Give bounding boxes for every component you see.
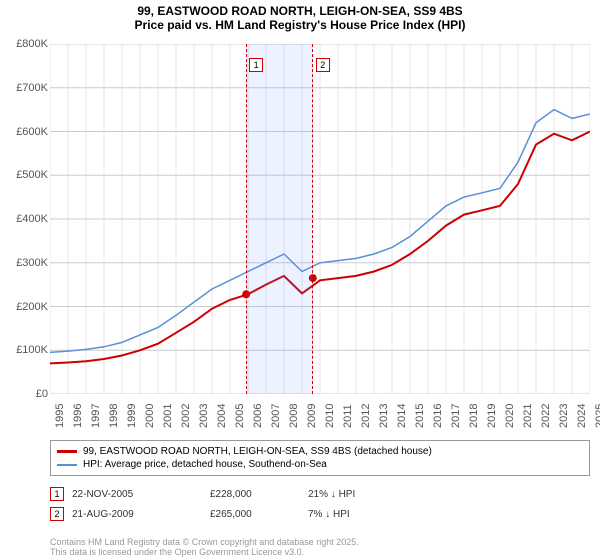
x-tick-label: 2022 bbox=[540, 404, 552, 428]
x-tick-label: 2007 bbox=[270, 404, 282, 428]
y-tick-label: £700K bbox=[0, 82, 48, 94]
event-delta: 21% ↓ HPI bbox=[308, 489, 398, 500]
x-tick-label: 2000 bbox=[144, 404, 156, 428]
x-tick-label: 2004 bbox=[216, 404, 228, 428]
highlight-band bbox=[246, 44, 313, 394]
chart-legend: 99, EASTWOOD ROAD NORTH, LEIGH-ON-SEA, S… bbox=[50, 440, 590, 476]
chart-svg bbox=[50, 44, 590, 394]
y-tick-label: £200K bbox=[0, 301, 48, 313]
title-sub: Price paid vs. HM Land Registry's House … bbox=[0, 18, 600, 32]
y-tick-label: £500K bbox=[0, 169, 48, 181]
event-date: 22-NOV-2005 bbox=[72, 489, 202, 500]
x-tick-label: 1997 bbox=[90, 404, 102, 428]
x-tick-label: 2009 bbox=[306, 404, 318, 428]
plot-marker-icon: 2 bbox=[316, 58, 330, 72]
event-marker-icon: 1 bbox=[50, 487, 64, 501]
event-marker-icon: 2 bbox=[50, 507, 64, 521]
x-tick-label: 2016 bbox=[432, 404, 444, 428]
x-tick-label: 1995 bbox=[54, 404, 66, 428]
x-tick-label: 2019 bbox=[486, 404, 498, 428]
x-tick-label: 2008 bbox=[288, 404, 300, 428]
x-tick-label: 1996 bbox=[72, 404, 84, 428]
plot-area: 12 bbox=[50, 44, 590, 394]
x-tick-label: 2011 bbox=[342, 404, 354, 428]
x-tick-label: 2025 bbox=[594, 404, 600, 428]
chart-titles: 99, EASTWOOD ROAD NORTH, LEIGH-ON-SEA, S… bbox=[0, 0, 600, 32]
legend-row: HPI: Average price, detached house, Sout… bbox=[57, 458, 583, 471]
x-tick-label: 2024 bbox=[576, 404, 588, 428]
x-tick-label: 2020 bbox=[504, 404, 516, 428]
x-tick-label: 2013 bbox=[378, 404, 390, 428]
y-tick-label: £400K bbox=[0, 213, 48, 225]
event-row: 1 22-NOV-2005 £228,000 21% ↓ HPI bbox=[50, 484, 590, 504]
legend-swatch-icon bbox=[57, 464, 77, 466]
x-tick-label: 2021 bbox=[522, 404, 534, 428]
y-tick-label: £600K bbox=[0, 126, 48, 138]
x-tick-label: 2012 bbox=[360, 404, 372, 428]
y-tick-label: £0 bbox=[0, 388, 48, 400]
footer-note: Contains HM Land Registry data © Crown c… bbox=[50, 538, 590, 558]
x-tick-label: 2010 bbox=[324, 404, 336, 428]
x-tick-label: 2002 bbox=[180, 404, 192, 428]
x-tick-label: 2015 bbox=[414, 404, 426, 428]
event-delta: 7% ↓ HPI bbox=[308, 509, 398, 520]
event-date: 21-AUG-2009 bbox=[72, 509, 202, 520]
event-row: 2 21-AUG-2009 £265,000 7% ↓ HPI bbox=[50, 504, 590, 524]
x-tick-label: 2001 bbox=[162, 404, 174, 428]
legend-swatch-icon bbox=[57, 450, 77, 453]
x-axis: 1995 1996 1997 1998 1999 2000 2001 2002 2003 2004… bbox=[50, 398, 590, 438]
event-price: £265,000 bbox=[210, 509, 300, 520]
x-tick-label: 1998 bbox=[108, 404, 120, 428]
events-table: 1 22-NOV-2005 £228,000 21% ↓ HPI 2 21-AU… bbox=[50, 484, 590, 524]
x-tick-label: 2006 bbox=[252, 404, 264, 428]
y-tick-label: £100K bbox=[0, 344, 48, 356]
x-tick-label: 2018 bbox=[468, 404, 480, 428]
plot-marker-icon: 1 bbox=[249, 58, 263, 72]
y-tick-label: £300K bbox=[0, 257, 48, 269]
y-tick-label: £800K bbox=[0, 38, 48, 50]
x-tick-label: 2005 bbox=[234, 404, 246, 428]
legend-row: 99, EASTWOOD ROAD NORTH, LEIGH-ON-SEA, S… bbox=[57, 445, 583, 458]
legend-label: HPI: Average price, detached house, Sout… bbox=[83, 459, 327, 470]
event-price: £228,000 bbox=[210, 489, 300, 500]
x-tick-label: 1999 bbox=[126, 404, 138, 428]
chart-container: 99, EASTWOOD ROAD NORTH, LEIGH-ON-SEA, S… bbox=[0, 0, 600, 560]
x-tick-label: 2017 bbox=[450, 404, 462, 428]
x-tick-label: 2023 bbox=[558, 404, 570, 428]
x-tick-label: 2003 bbox=[198, 404, 210, 428]
title-main: 99, EASTWOOD ROAD NORTH, LEIGH-ON-SEA, S… bbox=[0, 4, 600, 18]
footer-line: This data is licensed under the Open Gov… bbox=[50, 548, 590, 558]
legend-label: 99, EASTWOOD ROAD NORTH, LEIGH-ON-SEA, S… bbox=[83, 446, 432, 457]
x-tick-label: 2014 bbox=[396, 404, 408, 428]
